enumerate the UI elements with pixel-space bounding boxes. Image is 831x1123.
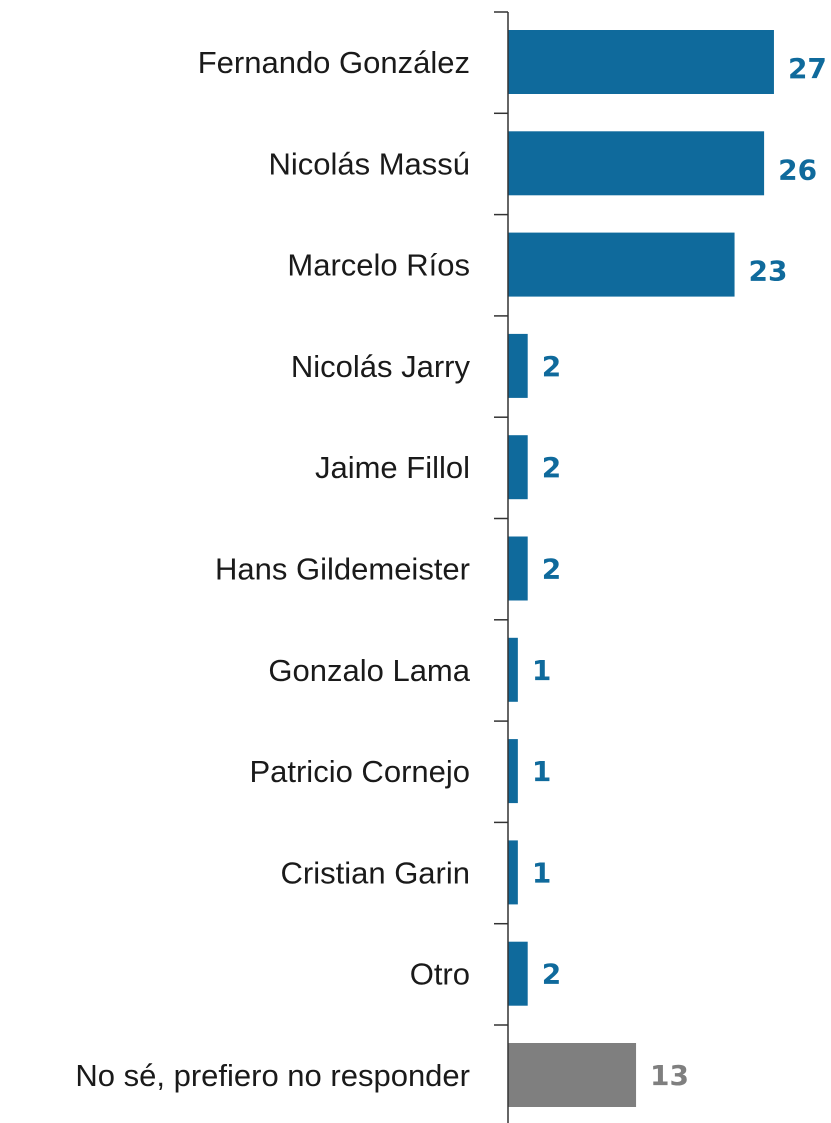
category-label: Hans Gildemeister	[215, 552, 470, 587]
value-label: 2	[542, 350, 561, 383]
category-label: Patricio Cornejo	[249, 754, 470, 789]
bar-group	[508, 30, 774, 1107]
category-label: Nicolás Massú	[268, 146, 470, 181]
bar	[508, 131, 765, 196]
bar	[508, 739, 518, 804]
bar	[508, 435, 528, 500]
bar	[508, 536, 528, 601]
bar	[508, 840, 518, 905]
category-label: Nicolás Jarry	[291, 349, 471, 384]
category-label: Fernando González	[198, 45, 470, 80]
value-labels: 27 26 23 2 2 2 1 1 1 2 13	[532, 52, 827, 1092]
value-label: 27	[788, 52, 827, 85]
value-label: 2	[542, 451, 561, 484]
value-label: 26	[778, 153, 817, 186]
category-labels: Fernando González Nicolás Massú Marcelo Rí…	[75, 45, 470, 1093]
value-label: 13	[650, 1059, 689, 1092]
category-label: Gonzalo Lama	[268, 653, 470, 688]
category-label: No sé, prefiero no responder	[75, 1058, 470, 1093]
bar	[508, 941, 528, 1006]
value-label: 1	[532, 856, 551, 889]
bar	[508, 30, 774, 94]
category-label: Otro	[410, 957, 470, 992]
bar	[508, 232, 735, 297]
bar	[508, 333, 528, 398]
category-label: Jaime Fillol	[315, 450, 470, 485]
value-label: 1	[532, 654, 551, 687]
value-label: 1	[532, 755, 551, 788]
axis-ticks	[494, 11, 508, 1026]
value-label: 2	[542, 553, 561, 586]
bar	[508, 637, 518, 702]
category-label: Marcelo Ríos	[287, 248, 470, 283]
value-label: 23	[749, 255, 788, 288]
bar	[508, 1043, 637, 1107]
value-label: 2	[542, 958, 561, 991]
category-label: Cristian Garin	[281, 855, 471, 890]
